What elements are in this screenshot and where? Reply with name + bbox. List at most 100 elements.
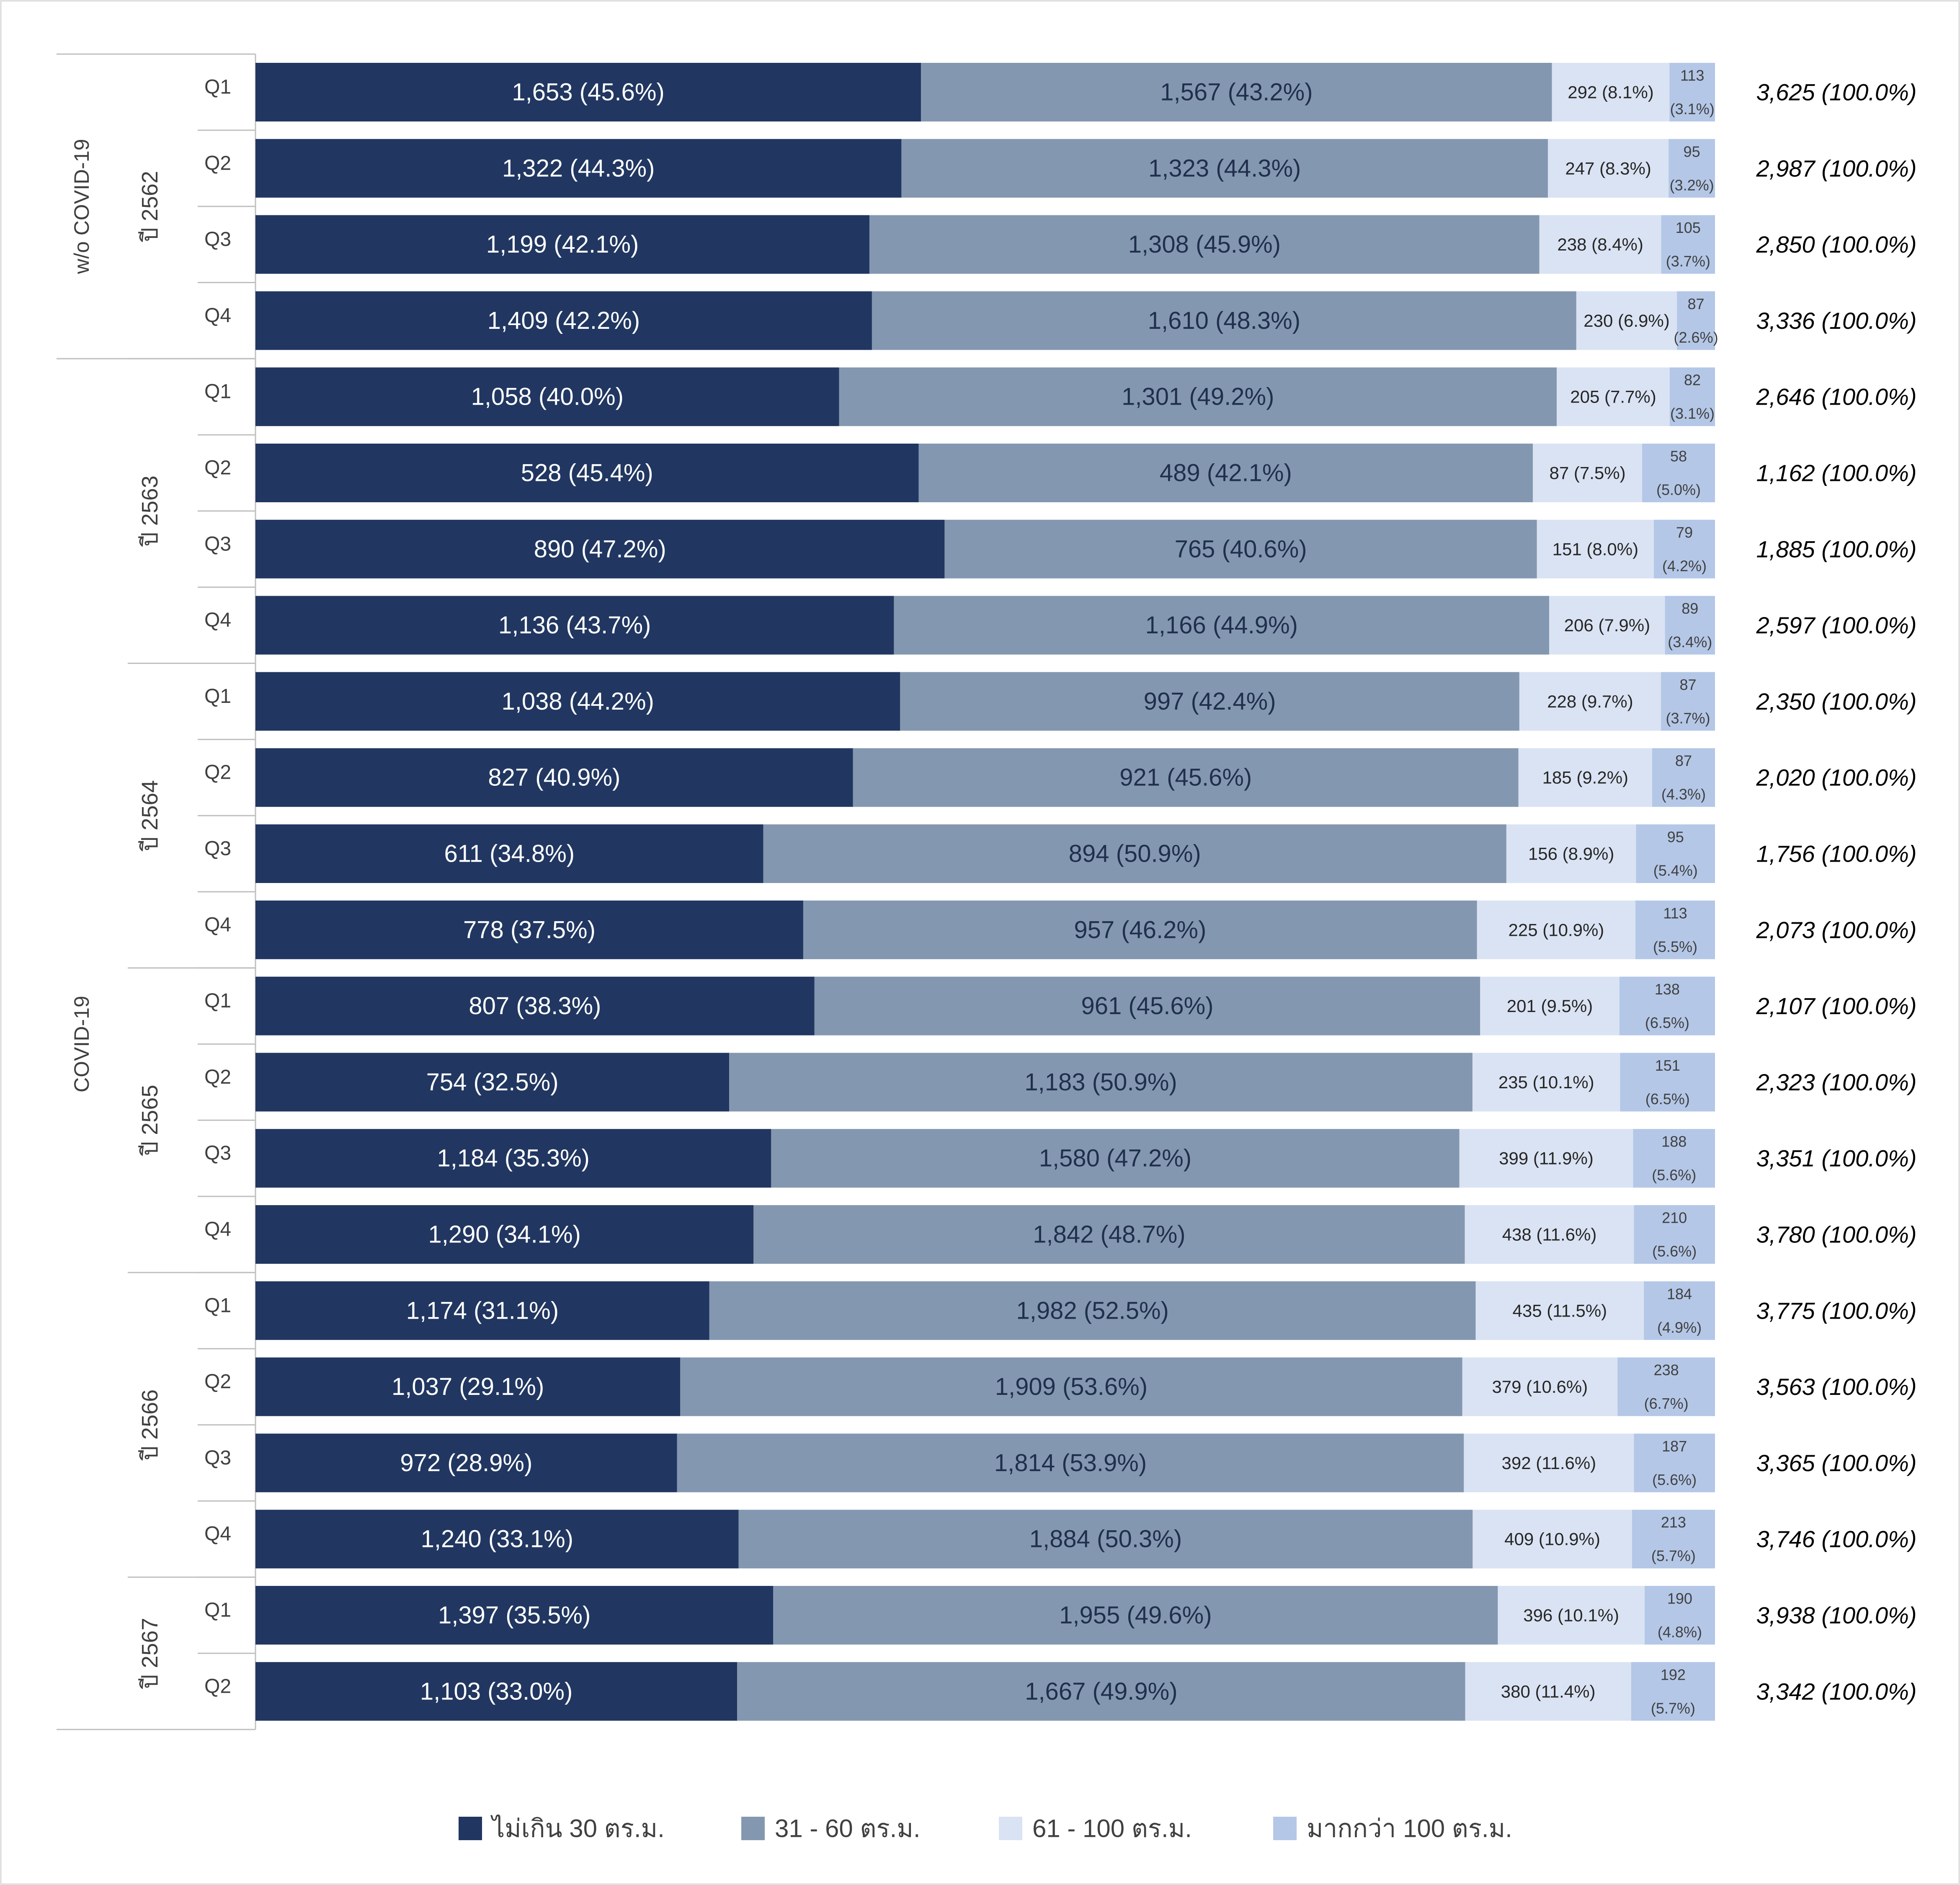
data-label: 827 (40.9%)	[488, 764, 620, 791]
data-label: (5.7%)	[1651, 1547, 1696, 1565]
bar-segment	[677, 1433, 1464, 1493]
total-label: 2,107 (100.0%)	[1756, 993, 1917, 1019]
bar-segment	[918, 444, 1533, 502]
bar-segment	[803, 900, 1477, 959]
bar-segment	[1477, 900, 1636, 959]
data-label: 1,174 (31.1%)	[406, 1297, 559, 1324]
data-label: 765 (40.6%)	[1175, 535, 1307, 563]
bar-segment	[255, 672, 900, 731]
total-label: 1,885 (100.0%)	[1756, 536, 1917, 562]
data-label: 921 (45.6%)	[1119, 764, 1252, 791]
legend-label: 31 - 60 ตร.ม.	[775, 1815, 921, 1843]
bar-segment	[1552, 63, 1670, 121]
bar-segment	[709, 1281, 1476, 1340]
data-label: 392 (11.6%)	[1501, 1453, 1596, 1473]
data-label: (6.7%)	[1644, 1395, 1689, 1412]
quarter-label: Q4	[204, 305, 231, 327]
data-label: 87 (7.5%)	[1550, 463, 1626, 483]
data-label: (3.1%)	[1670, 101, 1715, 118]
legend-label: ไม่เกิน 30 ตร.ม.	[490, 1814, 665, 1843]
total-label: 3,938 (100.0%)	[1756, 1602, 1917, 1629]
data-label: 1,814 (53.9%)	[994, 1449, 1147, 1477]
bar-segment	[901, 139, 1548, 198]
data-label: 105	[1676, 219, 1701, 236]
bar-segment	[1475, 1281, 1644, 1340]
bar-segment	[255, 596, 894, 655]
bar-series-layer: 1,653 (45.6%) 1,567 (43.2%) 292 (8.1%) 113 (…	[255, 63, 1916, 1721]
bar-segment	[839, 367, 1557, 426]
data-label: 972 (28.9%)	[400, 1449, 532, 1477]
bar-segment	[1619, 976, 1715, 1035]
bar-segment	[1661, 672, 1715, 731]
quarter-label: Q2	[204, 457, 231, 479]
bar-segment	[1634, 1205, 1715, 1264]
bar-segment	[1539, 215, 1661, 274]
data-label: 1,909 (53.6%)	[995, 1373, 1148, 1400]
data-label: 396 (10.1%)	[1523, 1606, 1619, 1625]
data-label: 409 (10.9%)	[1504, 1529, 1600, 1549]
bar-segment	[1634, 1433, 1715, 1493]
bar-segment	[921, 63, 1552, 121]
bar-segment	[771, 1129, 1460, 1188]
data-label: 528 (45.4%)	[521, 460, 653, 487]
bar-segment	[255, 444, 919, 502]
data-label: 188	[1661, 1133, 1687, 1150]
quarter-label: Q2	[204, 762, 231, 784]
data-label: 1,580 (47.2%)	[1039, 1145, 1191, 1172]
year-label: ปี 2565	[137, 1085, 162, 1156]
data-label: 113	[1680, 67, 1704, 84]
data-label: 192	[1661, 1666, 1686, 1683]
bar-segment	[255, 139, 902, 198]
data-label: 754 (32.5%)	[426, 1069, 559, 1096]
quarter-label: Q4	[204, 914, 231, 936]
data-label: 1,667 (49.9%)	[1025, 1678, 1177, 1705]
year-label: ปี 2566	[137, 1389, 162, 1461]
data-label: (3.4%)	[1668, 633, 1712, 651]
bar-segment	[869, 215, 1540, 274]
total-label: 2,597 (100.0%)	[1756, 612, 1917, 638]
data-label: 238 (8.4%)	[1557, 235, 1643, 254]
bar-segment	[255, 519, 945, 578]
bar-segment	[1620, 1053, 1715, 1112]
bar-segment	[1465, 1205, 1634, 1264]
bar-segment	[1576, 291, 1677, 350]
bar-segment	[1459, 1129, 1633, 1188]
bar-segment	[255, 900, 803, 959]
group-label: w/o COVID-19	[70, 139, 93, 274]
quarter-label: Q2	[204, 1066, 231, 1088]
bar-segment	[814, 976, 1480, 1035]
total-label: 3,775 (100.0%)	[1756, 1297, 1917, 1324]
bar-segment	[1556, 367, 1670, 426]
data-label: 399 (11.9%)	[1499, 1149, 1594, 1168]
data-label: 87	[1688, 295, 1705, 312]
data-label: 1,409 (42.2%)	[487, 307, 640, 334]
data-label: 185 (9.2%)	[1542, 768, 1628, 788]
bar-segment	[944, 519, 1537, 578]
data-label: 894 (50.9%)	[1069, 840, 1201, 868]
bar-segment	[1498, 1586, 1645, 1645]
data-label: 1,166 (44.9%)	[1145, 612, 1298, 639]
legend-label: มากกว่า 100 ตร.ม.	[1307, 1815, 1512, 1843]
bar-segment	[255, 215, 870, 274]
bar-segment	[255, 1357, 681, 1416]
data-label: 213	[1661, 1514, 1686, 1531]
data-label: 997 (42.4%)	[1144, 688, 1276, 715]
data-label: (3.2%)	[1670, 176, 1714, 194]
year-label: ปี 2567	[137, 1618, 162, 1689]
total-label: 3,625 (100.0%)	[1756, 79, 1917, 106]
bar-segment	[729, 1053, 1473, 1112]
data-label: 961 (45.6%)	[1081, 992, 1214, 1020]
data-label: 1,183 (50.9%)	[1024, 1069, 1177, 1096]
bar-segment	[1669, 139, 1715, 198]
bar-segment	[1518, 748, 1652, 807]
total-label: 3,336 (100.0%)	[1756, 307, 1917, 334]
data-label: 1,184 (35.3%)	[437, 1145, 590, 1172]
legend: ไม่เกิน 30 ตร.ม. 31 - 60 ตร.ม. 61 - 100 ตร…	[459, 1814, 1512, 1843]
bar-segment	[255, 1662, 738, 1721]
year-label: ปี 2564	[137, 780, 162, 851]
data-label: 292 (8.1%)	[1568, 83, 1653, 102]
data-label: 778 (37.5%)	[463, 916, 596, 943]
data-label: 201 (9.5%)	[1507, 996, 1593, 1016]
